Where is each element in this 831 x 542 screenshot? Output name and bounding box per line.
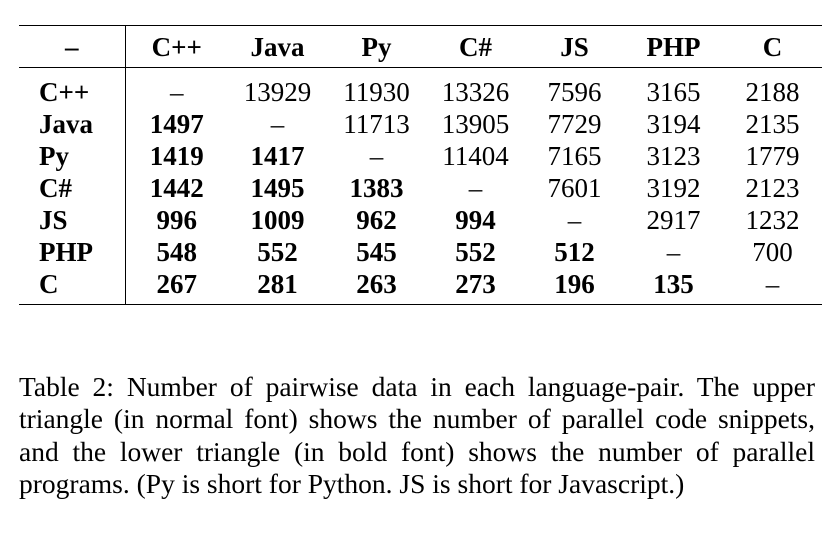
program-count-cell: 1495	[250, 173, 305, 203]
program-count-cell: 1419	[149, 141, 204, 171]
snippet-count-cell: 2188	[745, 77, 800, 107]
program-count-cell: 994	[455, 205, 496, 235]
snippet-count-cell: 3123	[646, 141, 701, 171]
program-count-cell: 1497	[149, 109, 204, 139]
column-header: Java	[250, 31, 305, 62]
snippet-count-cell: 13905	[441, 109, 510, 139]
program-count-cell: 1417	[250, 141, 305, 171]
snippet-count-cell: 7601	[547, 173, 602, 203]
snippet-count-cell: 2917	[646, 205, 701, 235]
program-count-cell: 962	[356, 205, 397, 235]
snippet-count-cell: 11930	[343, 77, 410, 107]
snippet-count-cell: 2123	[745, 173, 800, 203]
table-row: PHP 548 552 545 552 512 – 700	[19, 236, 822, 268]
row-header: C	[19, 268, 126, 305]
program-count-cell: 512	[554, 237, 595, 267]
column-header: C	[762, 31, 783, 62]
column-header: Py	[361, 31, 392, 62]
language-pair-table: – C++ Java Py C# JS PHP C C++ –13929 11930…	[19, 25, 822, 305]
snippet-count-cell: 700	[752, 237, 793, 267]
column-header: JS	[560, 31, 589, 62]
column-header: C++	[151, 31, 202, 62]
diagonal-cell: –	[468, 173, 483, 203]
table-row: C++ – 13929 11930 13326 7596 3165 2188	[19, 67, 822, 108]
table-body: C++ –13929 11930 13326 7596 3165 2188 Java 1497–…	[19, 67, 822, 305]
diagonal-cell: –	[666, 237, 681, 267]
row-header: Java	[19, 108, 126, 140]
program-count-cell: 552	[455, 237, 496, 267]
snippet-count-cell: 3192	[646, 173, 701, 203]
row-header: PHP	[19, 236, 126, 268]
snippet-count-cell: 11713	[343, 109, 410, 139]
table-row: JS 996 1009 962 994 – 2917 1232	[19, 204, 822, 236]
program-count-cell: 196	[554, 269, 595, 299]
row-header: C++	[19, 67, 126, 108]
diagonal-cell: –	[567, 205, 582, 235]
program-count-cell: 135	[653, 269, 694, 299]
snippet-count-cell: 1232	[745, 205, 800, 235]
snippet-count-cell: 3194	[646, 109, 701, 139]
program-count-cell: 1442	[149, 173, 204, 203]
diagonal-cell: –	[270, 109, 285, 139]
snippet-count-cell: 7596	[547, 77, 602, 107]
program-count-cell: 281	[257, 269, 298, 299]
program-count-cell: 548	[156, 237, 198, 267]
program-count-cell: 1383	[349, 173, 404, 203]
snippet-count-cell: 2135	[745, 109, 800, 139]
snippet-count-cell: 3165	[646, 77, 701, 107]
diagonal-cell: –	[369, 141, 384, 171]
row-header: JS	[19, 204, 126, 236]
table-row: Py 1419 1417 – 11404 7165 3123 1779	[19, 140, 822, 172]
table-header-row: – C++ Java Py C# JS PHP C	[19, 25, 822, 68]
snippet-count-cell: 13326	[441, 77, 510, 107]
column-header: C#	[459, 31, 492, 62]
row-header: C#	[19, 172, 126, 204]
table-corner-cell: –	[19, 25, 126, 68]
diagonal-cell: –	[765, 269, 780, 299]
program-count-cell: 273	[455, 269, 496, 299]
program-count-cell: 996	[156, 205, 198, 235]
program-count-cell: 263	[356, 269, 397, 299]
snippet-count-cell: 11404	[442, 141, 509, 171]
table-caption: Table 2: Number of pairwise data in each…	[19, 370, 815, 500]
snippet-count-cell: 13929	[243, 77, 312, 107]
program-count-cell: 1009	[250, 205, 305, 235]
diagonal-cell: –	[170, 77, 184, 107]
snippet-count-cell: 7165	[547, 141, 602, 171]
row-header: Py	[19, 140, 126, 172]
table-row: C 267 281 263 273 196 135 –	[19, 268, 822, 305]
snippet-count-cell: 1779	[745, 141, 800, 171]
program-count-cell: 552	[257, 237, 298, 267]
program-count-cell: 267	[156, 269, 198, 299]
table-row: C# 1442 1495 1383 – 7601 3192 2123	[19, 172, 822, 204]
column-header: PHP	[646, 31, 701, 62]
snippet-count-cell: 7729	[547, 109, 602, 139]
table-row: Java 1497 – 11713 13905 7729 3194 2135	[19, 108, 822, 140]
program-count-cell: 545	[356, 237, 397, 267]
